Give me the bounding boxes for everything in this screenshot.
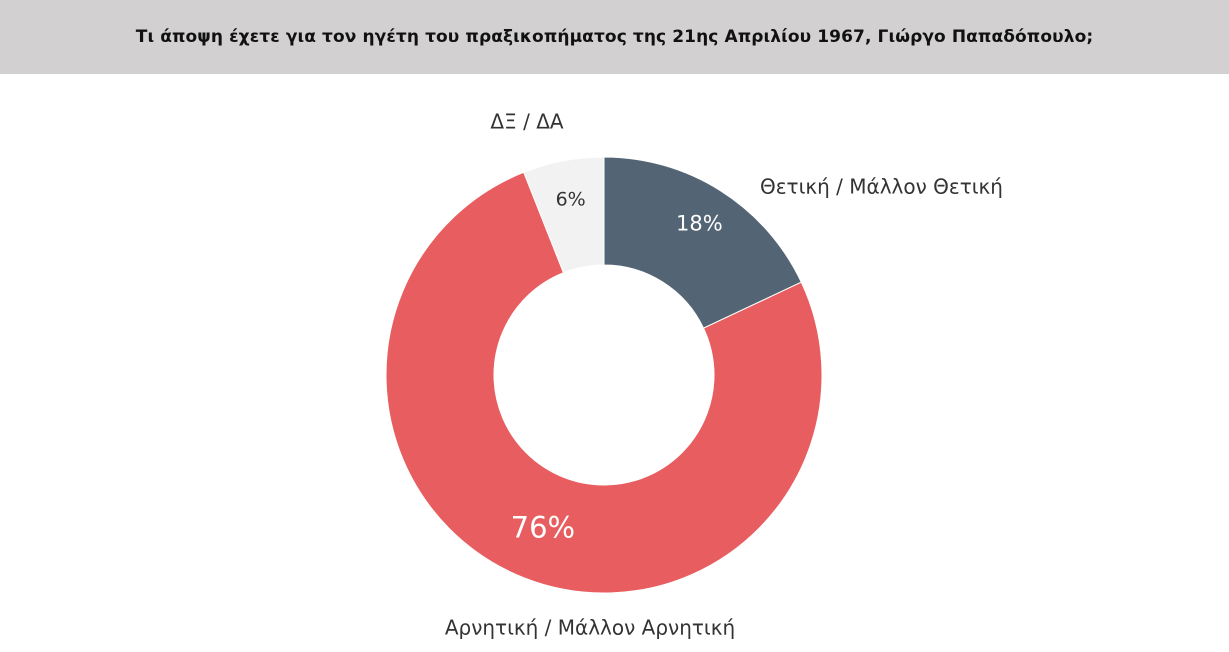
category-label-1: Θετική / Μάλλον Θετική (760, 175, 1003, 199)
question-title: Τι άποψη έχετε για τον ηγέτη του πραξικο… (135, 27, 1094, 47)
donut-chart-area: 18% 76% 6% Θετική / Μάλλον Θετική Αρνητική /… (0, 74, 1229, 652)
category-label-3: ΔΞ / ΔΑ (490, 110, 563, 134)
donut-chart: 18% 76% 6% Θετική / Μάλλον Θετική Αρνητική /… (385, 110, 1003, 640)
donut-slice-3 (523, 156, 605, 274)
value-label-2: 76% (511, 510, 575, 544)
donut-slice-1 (603, 156, 802, 329)
category-label-2: Αρνητική / Μάλλον Αρνητική (445, 616, 735, 640)
donut-slice-2 (385, 171, 823, 594)
question-header: Τι άποψη έχετε για τον ηγέτη του πραξικο… (0, 0, 1229, 74)
value-label-1: 18% (676, 212, 723, 236)
value-label-3: 6% (556, 189, 586, 211)
